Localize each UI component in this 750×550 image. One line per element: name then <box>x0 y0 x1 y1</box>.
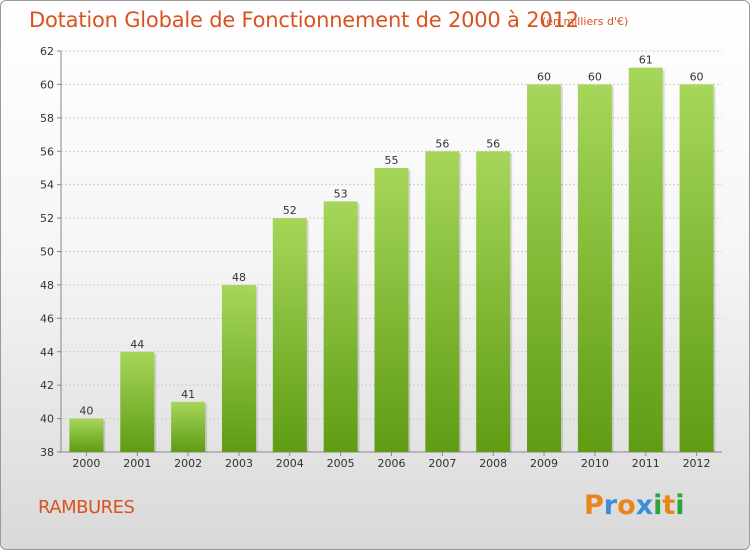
data-label-2009: 60 <box>537 70 551 83</box>
y-tick-label: 42 <box>40 379 54 392</box>
y-tick-label: 50 <box>40 246 54 259</box>
logo-letter: i <box>675 490 685 521</box>
logo-letter: P <box>584 490 604 521</box>
bar-2004 <box>272 218 307 452</box>
data-label-2011: 61 <box>639 54 653 67</box>
y-tick-label: 38 <box>40 446 54 459</box>
y-tick-label: 52 <box>40 212 54 225</box>
y-tick-label: 54 <box>40 179 54 192</box>
data-label-2005: 53 <box>334 187 348 200</box>
proxiti-logo[interactable]: Proxiti <box>584 490 685 521</box>
logo-letter: t <box>662 490 676 521</box>
commune-name: RAMBURES <box>38 497 135 518</box>
x-tick-label-2004: 2004 <box>276 457 304 470</box>
data-label-2002: 41 <box>181 388 195 401</box>
x-tick-label-2009: 2009 <box>530 457 558 470</box>
x-tick-label-2003: 2003 <box>225 457 253 470</box>
bar-2007 <box>425 151 460 452</box>
x-tick-label-2008: 2008 <box>479 457 507 470</box>
bar-2005 <box>323 201 358 452</box>
bar-2012 <box>679 84 714 453</box>
data-label-2001: 44 <box>130 338 144 351</box>
x-tick-label-2007: 2007 <box>428 457 456 470</box>
x-tick-label-2011: 2011 <box>632 457 660 470</box>
bar-2011 <box>628 67 663 452</box>
data-label-2006: 55 <box>385 154 399 167</box>
y-tick-label: 62 <box>40 45 54 58</box>
data-label-2000: 40 <box>79 405 93 418</box>
y-tick-label: 44 <box>40 346 54 359</box>
x-tick-label-2001: 2001 <box>123 457 151 470</box>
y-tick-label: 60 <box>40 78 54 91</box>
bar-2010 <box>577 84 612 453</box>
y-tick-label: 56 <box>40 145 54 158</box>
logo-letter: o <box>617 490 636 521</box>
y-tick-label: 48 <box>40 279 54 292</box>
y-tick-label: 58 <box>40 112 54 125</box>
x-tick-label-2006: 2006 <box>378 457 406 470</box>
bar-2003 <box>221 284 256 452</box>
bar-2002 <box>171 401 206 452</box>
bar-2006 <box>374 167 409 453</box>
bar-2008 <box>476 151 511 452</box>
x-tick-label-2010: 2010 <box>581 457 609 470</box>
y-tick-label: 40 <box>40 413 54 426</box>
data-label-2007: 56 <box>435 137 449 150</box>
x-tick-label-2005: 2005 <box>327 457 355 470</box>
x-tick-label-2012: 2012 <box>683 457 711 470</box>
x-tick-label-2000: 2000 <box>72 457 100 470</box>
data-label-2003: 48 <box>232 271 246 284</box>
data-label-2004: 52 <box>283 204 297 217</box>
bars <box>69 67 716 453</box>
logo-letter: i <box>653 490 663 521</box>
bar-2000 <box>69 418 104 452</box>
chart-title: Dotation Globale de Fonctionnement de 20… <box>29 8 579 32</box>
x-tick-label-2002: 2002 <box>174 457 202 470</box>
data-label-2010: 60 <box>588 70 602 83</box>
data-label-2008: 56 <box>486 137 500 150</box>
chart-unit: (en milliers d'€) <box>542 15 629 28</box>
bar-2001 <box>120 351 155 452</box>
data-label-2012: 60 <box>690 70 704 83</box>
data-labels: 40 44 41 48 52 53 55 56 56 60 60 61 60 <box>79 54 703 418</box>
y-tick-label: 46 <box>40 312 54 325</box>
logo-letter: r <box>603 490 618 521</box>
bar-2009 <box>527 84 562 453</box>
logo-letter: x <box>635 490 654 521</box>
